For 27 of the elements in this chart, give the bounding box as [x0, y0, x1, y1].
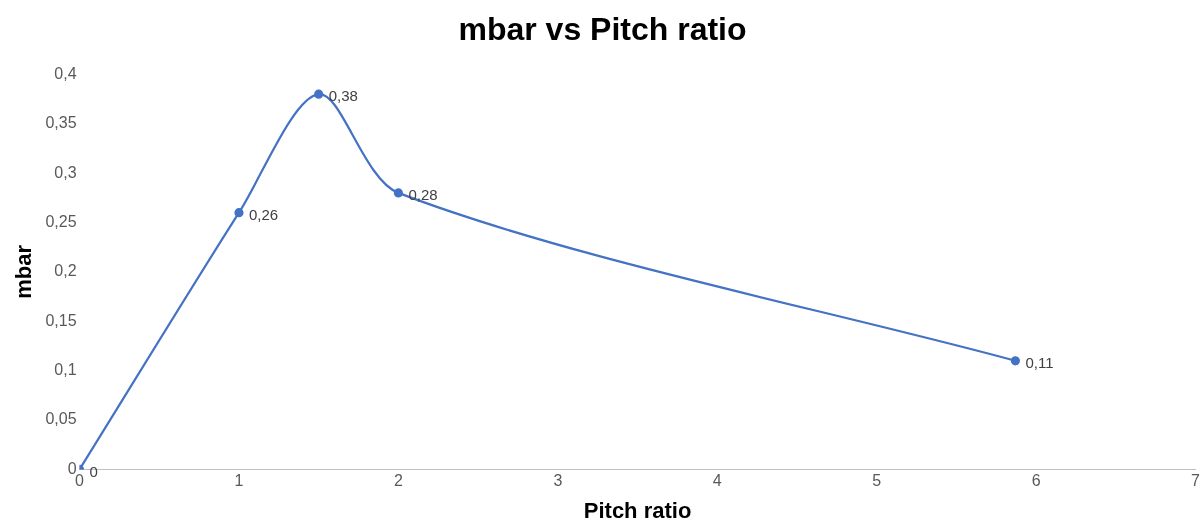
data-label: 0,28: [408, 186, 438, 204]
x-tick-label: 5: [872, 472, 882, 490]
y-tick-label: 0,1: [54, 361, 77, 379]
y-tick-label: 0,15: [45, 311, 77, 329]
x-tick-label: 4: [712, 472, 722, 490]
x-axis-title: Pitch ratio: [583, 497, 692, 523]
y-tick-label: 0,35: [45, 114, 77, 132]
x-tick-label: 1: [234, 472, 244, 490]
point: [393, 188, 403, 198]
y-tick-label: 0,25: [45, 212, 77, 230]
x-tick-label: 3: [553, 472, 563, 490]
x-tick-label: 7: [1191, 472, 1201, 490]
y-tick-label: 0: [67, 459, 77, 477]
point: [234, 208, 244, 218]
x-tick-label: 2: [393, 472, 403, 490]
data-label: 0,38: [328, 87, 358, 105]
x-tick-label: 6: [1031, 472, 1041, 490]
point: [1010, 356, 1020, 366]
data-label: 0,11: [1025, 353, 1054, 371]
data-label: 0,26: [248, 205, 279, 223]
y-tick-label: 0,05: [45, 410, 77, 428]
y-tick-label: 0,2: [54, 262, 77, 280]
y-axis-title: mbar: [11, 244, 37, 299]
chart-title: mbar vs Pitch ratio: [458, 11, 747, 48]
y-tick-label: 0,4: [54, 64, 77, 82]
point: [314, 89, 324, 99]
y-tick-label: 0,3: [54, 163, 77, 181]
